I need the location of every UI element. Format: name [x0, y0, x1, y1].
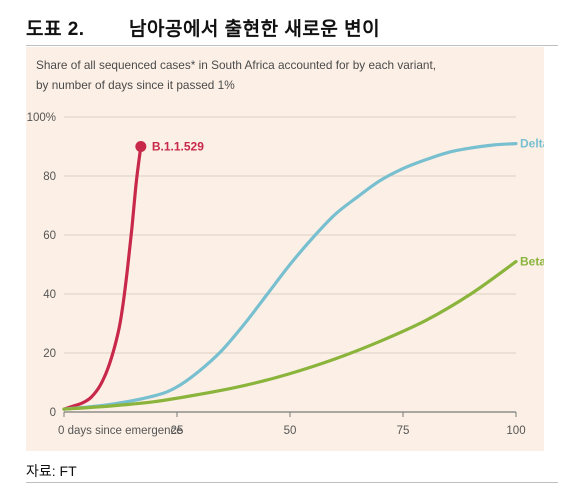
source-note: 자료: FT [26, 463, 77, 479]
x-tick-label: 25 [171, 425, 184, 437]
y-tick-label: 40 [43, 289, 56, 301]
chart-subtitle-line-2: by number of days since it passed 1% [36, 78, 235, 92]
series-label-delta: Delta [520, 137, 544, 151]
x-tick-label: 75 [397, 425, 410, 437]
series-line-beta [62, 260, 518, 411]
y-tick-label: 80 [43, 171, 56, 183]
figure-number: 도표 2. [26, 19, 85, 40]
series-label-b-1-1-529: B.1.1.529 [152, 140, 204, 154]
y-tick-label: 60 [43, 230, 56, 242]
series-label-beta: Beta [520, 255, 544, 269]
source-rule [26, 482, 558, 483]
y-tick-label: 20 [43, 348, 56, 360]
chart-subtitle-line-1: Share of all sequenced cases* in South A… [36, 58, 437, 72]
x-tick-label: 50 [284, 425, 297, 437]
series-end-marker-b-1-1-529 [135, 141, 147, 152]
y-tick-label: 0 [50, 407, 56, 419]
y-tick-label: 100% [27, 112, 56, 124]
figure-header: 도표 2. 남아공에서 출현한 새로운 변이 [26, 14, 556, 42]
figure-title: 남아공에서 출현한 새로운 변이 [129, 19, 381, 40]
x-tick-label: 100 [506, 425, 525, 437]
chart-subtitle: Share of all sequenced cases* in South A… [36, 55, 506, 95]
series-line-b-1-1-529 [62, 144, 143, 411]
header-rule [26, 45, 558, 46]
series-line-delta [62, 142, 518, 411]
chart-panel: Share of all sequenced cases* in South A… [26, 47, 544, 451]
x-tick-label: 0 days since emergence [58, 425, 183, 437]
